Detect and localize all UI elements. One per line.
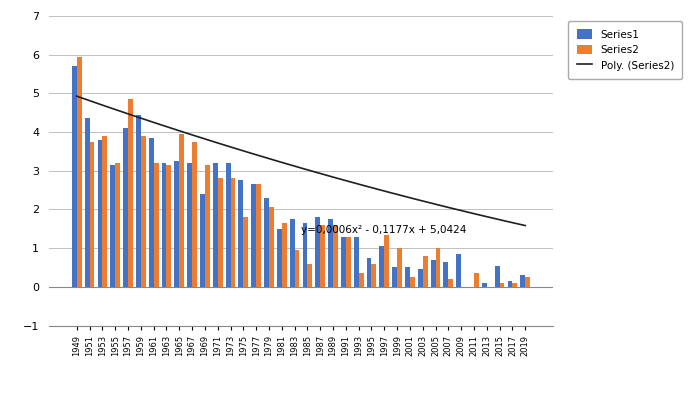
Bar bbox=[444, 262, 448, 287]
Bar bbox=[213, 163, 218, 287]
Bar bbox=[512, 283, 517, 287]
Bar bbox=[187, 163, 192, 287]
Bar bbox=[405, 268, 410, 287]
Bar bbox=[251, 184, 256, 287]
Bar bbox=[136, 115, 141, 287]
Bar bbox=[97, 140, 102, 287]
Bar bbox=[154, 163, 158, 287]
Legend: Series1, Series2, Poly. (Series2): Series1, Series2, Poly. (Series2) bbox=[568, 21, 682, 79]
Bar bbox=[123, 128, 128, 287]
Bar bbox=[90, 142, 95, 287]
Bar bbox=[397, 248, 402, 287]
Bar bbox=[430, 260, 435, 287]
Bar bbox=[277, 229, 282, 287]
Bar bbox=[372, 264, 377, 287]
Bar bbox=[200, 194, 205, 287]
Bar bbox=[384, 235, 389, 287]
Bar bbox=[116, 163, 120, 287]
Bar bbox=[256, 184, 261, 287]
Bar bbox=[474, 273, 479, 287]
Bar bbox=[141, 136, 146, 287]
Bar bbox=[162, 163, 167, 287]
Bar bbox=[495, 266, 500, 287]
Bar bbox=[111, 165, 116, 287]
Bar bbox=[379, 246, 384, 287]
Bar bbox=[192, 142, 197, 287]
Bar bbox=[290, 219, 295, 287]
Bar bbox=[205, 165, 210, 287]
Bar bbox=[525, 277, 530, 287]
Bar bbox=[367, 258, 372, 287]
Bar bbox=[302, 223, 307, 287]
Bar bbox=[295, 250, 300, 287]
Bar bbox=[392, 268, 397, 287]
Bar bbox=[149, 138, 154, 287]
Bar bbox=[264, 198, 269, 287]
Bar bbox=[341, 237, 346, 287]
Bar bbox=[230, 179, 235, 287]
Bar bbox=[456, 254, 461, 287]
Bar bbox=[307, 264, 312, 287]
Text: y=0,0006x² - 0,1177x + 5,0424: y=0,0006x² - 0,1177x + 5,0424 bbox=[301, 225, 466, 235]
Bar bbox=[423, 256, 428, 287]
Bar bbox=[128, 99, 133, 287]
Bar bbox=[77, 56, 82, 287]
Bar bbox=[358, 273, 363, 287]
Bar bbox=[316, 217, 320, 287]
Bar bbox=[218, 179, 223, 287]
Bar bbox=[520, 275, 525, 287]
Bar bbox=[72, 66, 77, 287]
Bar bbox=[225, 163, 230, 287]
Bar bbox=[102, 136, 107, 287]
Bar bbox=[269, 208, 274, 287]
Bar bbox=[346, 237, 351, 287]
Bar bbox=[482, 283, 486, 287]
Bar bbox=[354, 237, 358, 287]
Bar bbox=[320, 225, 325, 287]
Bar bbox=[282, 223, 286, 287]
Bar bbox=[333, 225, 338, 287]
Bar bbox=[174, 161, 179, 287]
Bar bbox=[244, 217, 248, 287]
Bar bbox=[448, 279, 453, 287]
Bar bbox=[410, 277, 415, 287]
Bar bbox=[239, 180, 244, 287]
Bar bbox=[167, 165, 172, 287]
Bar bbox=[435, 248, 440, 287]
Bar bbox=[418, 270, 423, 287]
Bar bbox=[508, 281, 512, 287]
Bar bbox=[328, 219, 333, 287]
Bar bbox=[85, 118, 90, 287]
Bar bbox=[179, 134, 184, 287]
Bar bbox=[500, 283, 505, 287]
